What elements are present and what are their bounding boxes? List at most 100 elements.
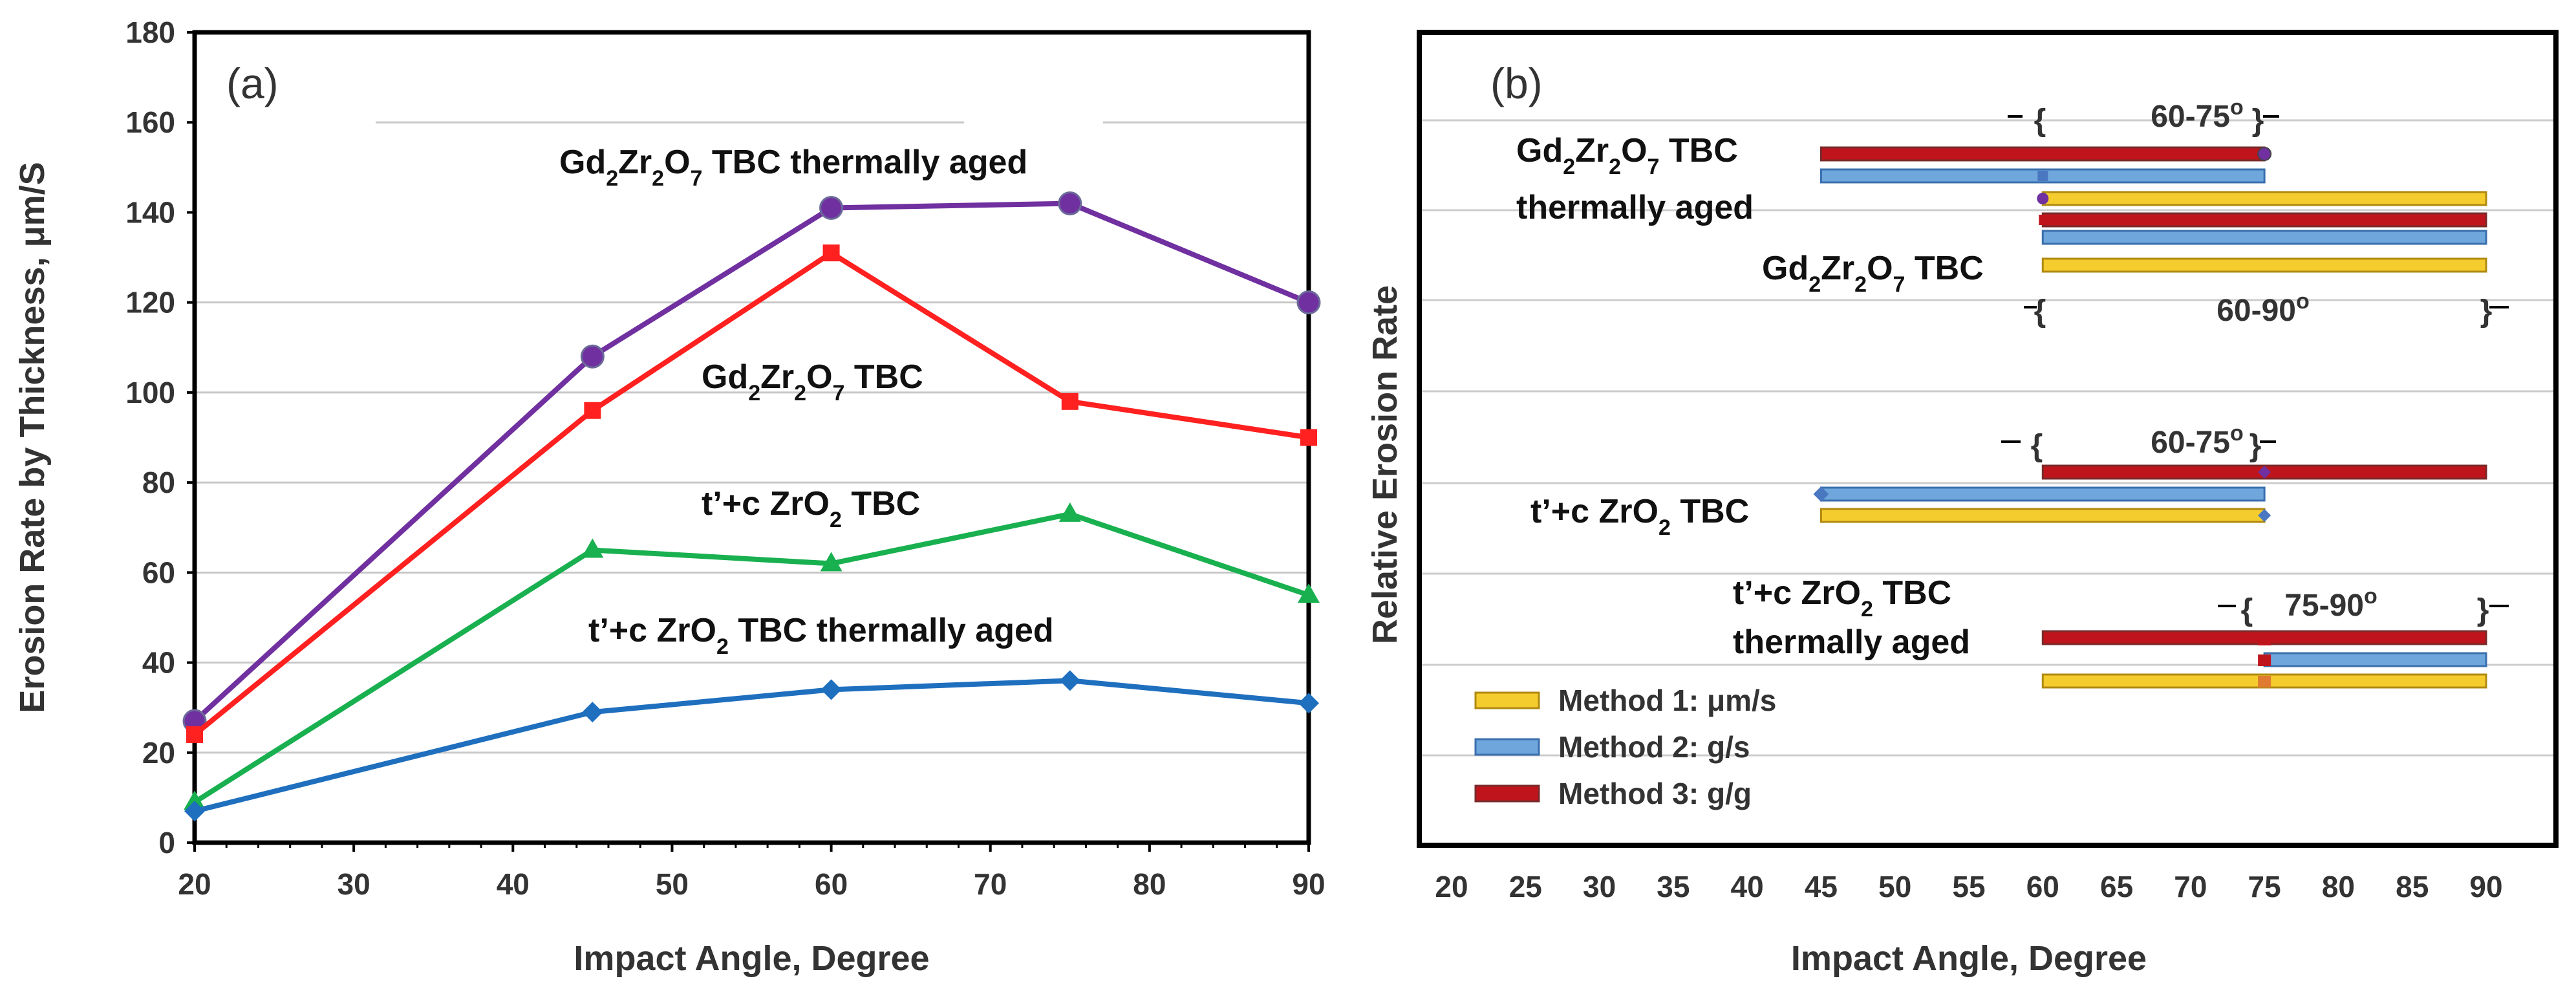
- degree-mark: o: [2230, 421, 2244, 446]
- data-point: [1300, 429, 1317, 446]
- subscript: 7: [691, 166, 703, 191]
- label-part: O: [806, 358, 832, 396]
- data-point: [822, 244, 840, 262]
- subscript: 2: [830, 508, 842, 532]
- bracket-left: {: [2034, 294, 2046, 329]
- label-part: t’+c ZrO: [1530, 493, 1658, 530]
- label-part: Zr: [760, 358, 794, 396]
- plot-frame: [1417, 30, 2559, 848]
- subscript: 2: [652, 166, 664, 191]
- y-axis-title: Erosion Rate by Thickness, μm/S: [13, 162, 52, 713]
- bracket-right: }: [2480, 294, 2493, 329]
- data-point: [819, 195, 844, 220]
- range-bar: [2263, 652, 2487, 667]
- x-tick-label: 80: [1133, 867, 1166, 901]
- label-part: TBC: [1873, 574, 1951, 612]
- label-part: O: [1621, 132, 1647, 169]
- label-part: t’+c ZrO: [588, 612, 716, 649]
- bracket-left: {: [2031, 429, 2043, 463]
- subscript: 7: [1893, 272, 1905, 297]
- y-axis-title: Relative Erosion Rate: [1366, 285, 1404, 644]
- data-point: [1298, 693, 1319, 714]
- data-point: [821, 679, 842, 700]
- x-tick-label: 20: [1435, 870, 1468, 903]
- range-value: 60-75: [2151, 100, 2230, 134]
- end-marker: [2258, 509, 2271, 522]
- x-tick-label: 45: [1805, 870, 1838, 903]
- group-label: t’+c ZrO2 TBC: [1733, 574, 1951, 621]
- y-tick-label: 40: [142, 646, 175, 680]
- x-tick-label: 60: [815, 867, 848, 901]
- x-tick-label: 30: [338, 867, 370, 901]
- y-tick-label: 0: [158, 826, 175, 859]
- y-tick-label: 140: [125, 195, 175, 229]
- label-part: TBC: [1659, 132, 1737, 169]
- x-tick-label: 30: [1583, 870, 1616, 903]
- bracket-right: }: [2249, 429, 2262, 463]
- x-tick-label: 85: [2396, 870, 2429, 903]
- label-part: TBC thermally aged: [702, 144, 1027, 181]
- data-point: [584, 402, 601, 419]
- group-label: Gd2Zr2O7 TBC: [1516, 132, 1738, 179]
- subscript: 2: [1861, 597, 1873, 621]
- group-label: t’+c ZrO2 TBC: [1530, 493, 1749, 540]
- y-tick-label: 180: [125, 16, 175, 49]
- range-value: 60-90: [2216, 294, 2296, 328]
- label-part: Gd: [1516, 132, 1563, 169]
- range-value: 75-90: [2284, 589, 2364, 623]
- series-annotation: t’+c ZrO2 TBC: [702, 485, 920, 532]
- range-label: 75-90o: [2284, 584, 2377, 623]
- data-point: [184, 801, 205, 822]
- label-part: Zr: [1575, 132, 1609, 169]
- x-tick-label: 70: [974, 867, 1007, 901]
- data-point: [582, 702, 603, 723]
- y-tick-label: 20: [142, 736, 175, 770]
- bracket-left: {: [2034, 103, 2046, 138]
- subscript: 2: [1809, 272, 1821, 297]
- y-tick-label: 120: [125, 286, 175, 319]
- data-point: [820, 552, 843, 572]
- label-part: Gd: [702, 358, 748, 396]
- label-part: t’+c ZrO: [702, 485, 830, 523]
- x-tick-label: 40: [497, 867, 530, 901]
- data-point: [1058, 191, 1082, 216]
- degree-mark: o: [2296, 289, 2310, 314]
- legend-swatch: [1474, 784, 1540, 803]
- range-bar: [1819, 486, 2266, 502]
- series-annotation: Gd2Zr2O7 TBC thermally aged: [559, 144, 1027, 191]
- y-tick-label: 100: [125, 376, 175, 409]
- data-point: [184, 790, 206, 810]
- x-tick-label: 70: [2174, 870, 2207, 903]
- data-point: [1061, 393, 1079, 410]
- subscript: 2: [794, 381, 806, 405]
- subscript: 7: [1648, 155, 1660, 179]
- range-bar: [1819, 146, 2266, 162]
- y-tick-label: 160: [125, 105, 175, 139]
- range-bar: [2041, 191, 2487, 206]
- range-bar: [1819, 508, 2266, 523]
- label-part: TBC: [1905, 250, 1983, 287]
- y-tick-label: 60: [142, 556, 175, 589]
- label-part: O: [1867, 250, 1893, 287]
- end-marker: [2039, 215, 2047, 225]
- data-point: [1296, 290, 1321, 315]
- end-marker: [1813, 486, 1829, 502]
- plot-area: [195, 32, 1309, 843]
- data-point: [1059, 670, 1080, 691]
- plot-area: [1419, 32, 2556, 845]
- group-label-line2: thermally aged: [1516, 189, 1754, 226]
- panel-label: (b): [1490, 59, 1543, 107]
- range-bracket: {} 60-90o: [2024, 289, 2509, 329]
- legend-swatch: [1474, 738, 1540, 756]
- range-bracket: {}60-75o: [2008, 95, 2279, 138]
- label-part: O: [664, 144, 690, 181]
- range-bracket: {} 75-90o: [2218, 584, 2509, 627]
- degree-mark: o: [2364, 584, 2377, 609]
- legend-label: Method 2: g/s: [1558, 730, 1750, 764]
- x-axis-title: Impact Angle, Degree: [1791, 939, 2147, 978]
- data-point: [1298, 583, 1320, 603]
- x-tick-label: 50: [656, 867, 689, 901]
- x-tick-label: 80: [2322, 870, 2355, 903]
